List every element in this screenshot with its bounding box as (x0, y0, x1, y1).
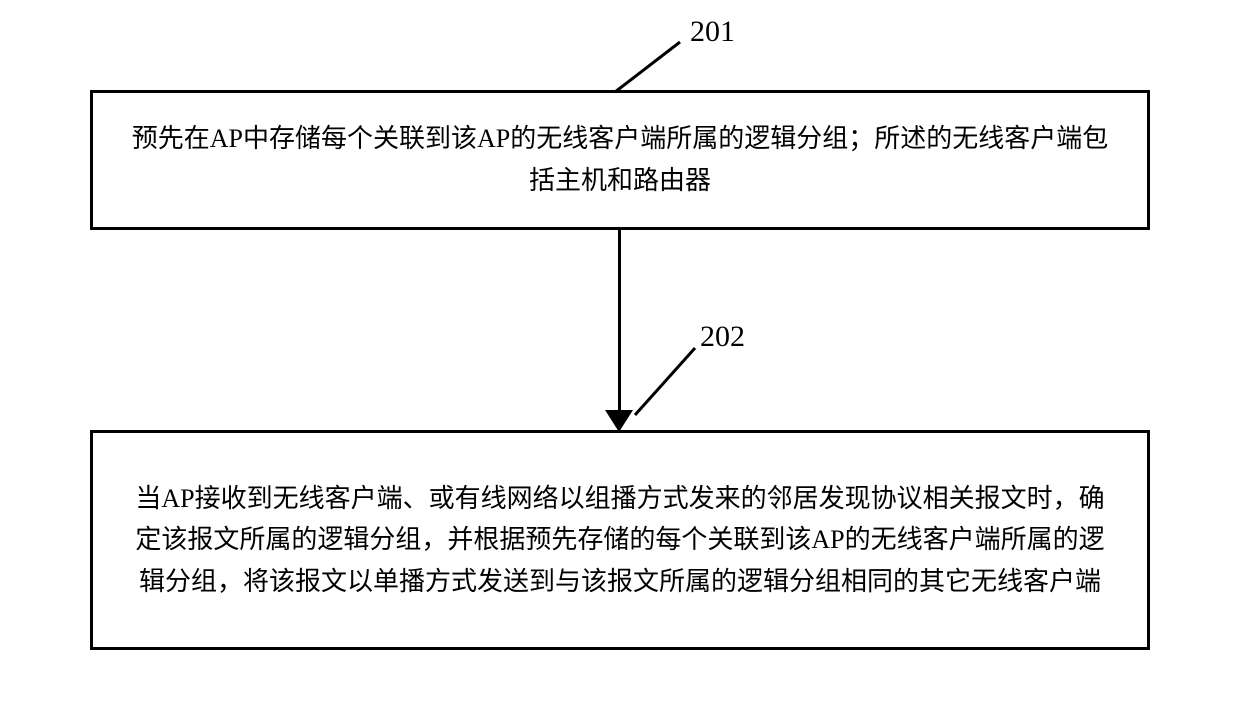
step1-label-text: 201 (690, 15, 735, 48)
step2-label: 202 (700, 320, 745, 354)
step2-label-text: 202 (700, 320, 745, 353)
arrow-head (605, 410, 633, 432)
step1-label: 201 (690, 15, 735, 49)
step2-box: 当AP接收到无线客户端、或有线网络以组播方式发来的邻居发现协议相关报文时，确定该… (90, 430, 1150, 650)
step2-text: 当AP接收到无线客户端、或有线网络以组播方式发来的邻居发现协议相关报文时，确定该… (123, 478, 1117, 603)
step1-box: 预先在AP中存储每个关联到该AP的无线客户端所属的逻辑分组；所述的无线客户端包括… (90, 90, 1150, 230)
arrow-line (618, 230, 621, 415)
step1-text: 预先在AP中存储每个关联到该AP的无线客户端所属的逻辑分组；所述的无线客户端包括… (123, 118, 1117, 201)
flowchart-container: 201 预先在AP中存储每个关联到该AP的无线客户端所属的逻辑分组；所述的无线客… (0, 0, 1240, 722)
